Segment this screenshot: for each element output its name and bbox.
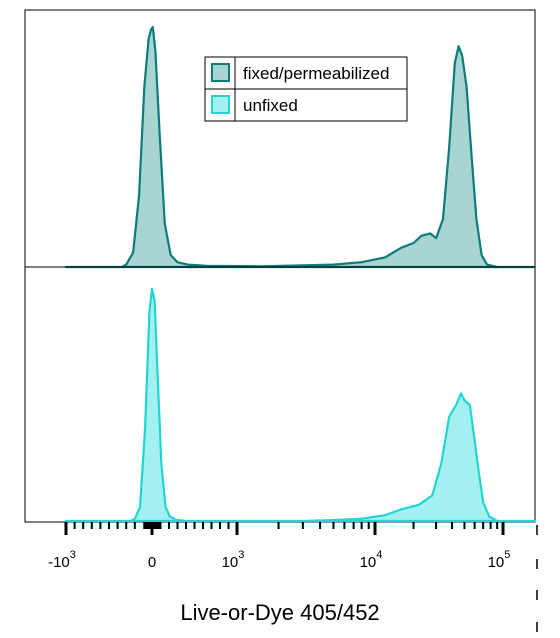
x-axis-tick-labels: -103 0 103 104 105 [48,549,510,571]
x-tick-label: 103 [222,549,245,571]
x-tick-label: 0 [148,554,156,571]
legend-swatch [211,63,230,82]
x-tick-label: 105 [488,549,511,571]
legend-label: unfixed [243,96,298,115]
legend-swatch [211,95,230,114]
series-2-area [64,287,537,523]
x-axis-ticks [64,522,505,535]
legend-label: fixed/permeabilized [243,64,389,83]
histogram-panels [64,25,537,523]
x-tick-label: 104 [360,549,383,571]
x-axis-title: Live-or-Dye 405/452 [180,600,379,625]
series-1-area [64,25,537,269]
legend: fixed/permeabilized unfixed [204,56,408,122]
x-tick-label: -103 [48,549,76,571]
